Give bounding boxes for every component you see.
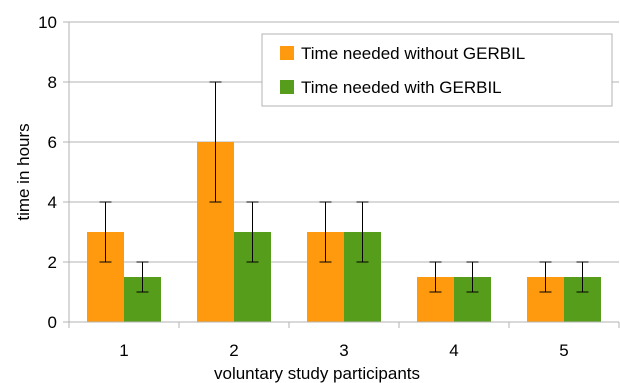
bars (87, 142, 601, 322)
x-tick-label: 4 (449, 341, 458, 360)
y-tick-label: 8 (48, 73, 57, 92)
error-bar (539, 261, 552, 293)
y-tick-label: 10 (38, 13, 57, 32)
legend-swatch-with (280, 80, 294, 94)
error-bars (99, 81, 589, 293)
legend-swatch-without (280, 46, 294, 60)
x-axis-title: voluntary study participants (214, 364, 420, 383)
x-tick-label: 2 (229, 341, 238, 360)
x-tick-label: 5 (559, 341, 568, 360)
legend-label-with: Time needed with GERBIL (301, 78, 502, 97)
error-bar (429, 261, 442, 293)
y-tick-label: 0 (48, 313, 57, 332)
error-bar (466, 261, 479, 293)
y-tick-label: 4 (48, 193, 57, 212)
error-bar (319, 201, 332, 263)
y-tick-label: 6 (48, 133, 57, 152)
error-bar (209, 81, 222, 203)
legend: Time needed without GERBIL Time needed w… (261, 33, 613, 107)
y-tick-label: 2 (48, 253, 57, 272)
x-tick-label: 3 (339, 341, 348, 360)
axes (63, 21, 620, 328)
error-bar (99, 201, 112, 263)
error-bar (576, 261, 589, 293)
legend-label-without: Time needed without GERBIL (301, 44, 525, 63)
x-tick-label: 1 (119, 341, 128, 360)
error-bar (136, 261, 149, 293)
error-bar (356, 201, 369, 263)
legend-frame (261, 33, 613, 107)
y-axis-title: time in hours (14, 123, 33, 220)
error-bar (246, 201, 259, 263)
